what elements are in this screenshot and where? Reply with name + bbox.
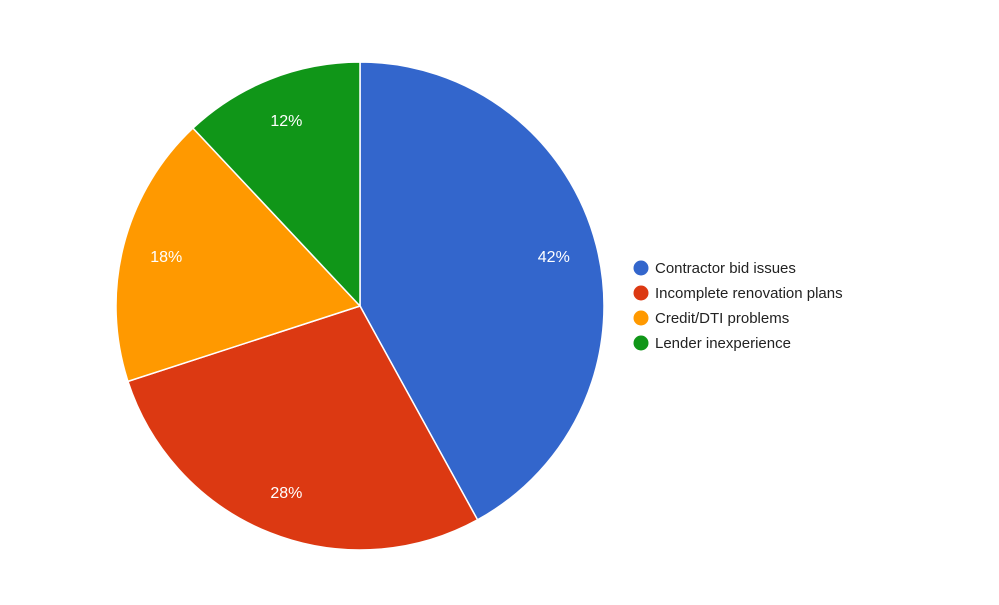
pie-slices (115, 61, 605, 551)
legend-label-lender-inexperience: Lender inexperience (655, 335, 791, 352)
legend-marker-lender-inexperience (633, 335, 649, 351)
slice-label-lender-inexperience: 12% (270, 113, 302, 130)
pie-slice-lender-inexperience (191, 61, 361, 308)
legend-marker-incomplete-renovation-plans (633, 285, 649, 301)
legend-label-credit-dti-problems: Credit/DTI problems (655, 310, 789, 327)
legend-label-contractor-bid-issues: Contractor bid issues (655, 260, 796, 277)
slice-label-incomplete-renovation-plans: 28% (270, 485, 302, 502)
legend-marker-contractor-bid-issues (633, 260, 649, 276)
pie-slice-incomplete-renovation-plans (126, 305, 479, 551)
pie-slice-credit-dti-problems (115, 127, 362, 383)
slice-label-contractor-bid-issues: 42% (538, 249, 570, 266)
slice-label-credit-dti-problems: 18% (150, 249, 182, 266)
legend-marker-credit-dti-problems (633, 310, 649, 326)
pie-slice-labels: 42% 28% 18% 12% (150, 113, 570, 502)
legend: Contractor bid issues Incomplete renovati… (633, 260, 843, 352)
pie-slice-contractor-bid-issues (359, 61, 605, 521)
legend-label-incomplete-renovation-plans: Incomplete renovation plans (655, 285, 843, 302)
